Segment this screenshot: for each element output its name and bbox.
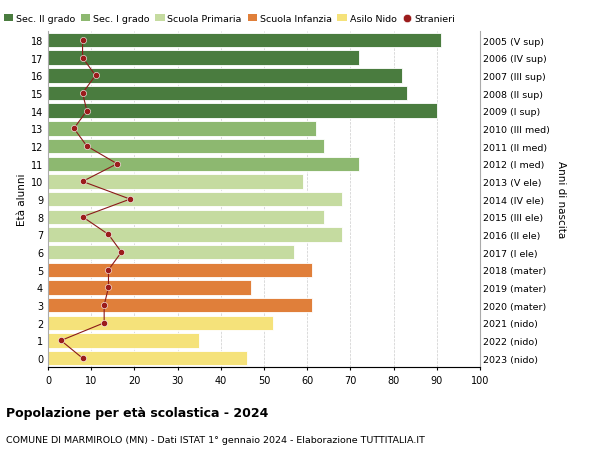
Y-axis label: Età alunni: Età alunni <box>17 174 26 226</box>
Bar <box>48 157 359 172</box>
Bar <box>48 298 311 313</box>
Bar <box>48 316 272 330</box>
Bar <box>48 69 402 84</box>
Bar <box>48 334 199 348</box>
Bar <box>48 192 342 207</box>
Text: Popolazione per età scolastica - 2024: Popolazione per età scolastica - 2024 <box>6 406 268 419</box>
Bar <box>48 122 316 136</box>
Bar <box>48 175 303 189</box>
Bar <box>48 210 325 224</box>
Bar <box>48 104 437 119</box>
Bar <box>48 228 342 242</box>
Bar <box>48 246 294 260</box>
Bar <box>48 51 359 66</box>
Bar <box>48 34 441 48</box>
Y-axis label: Anni di nascita: Anni di nascita <box>556 161 566 238</box>
Bar <box>48 263 311 277</box>
Bar <box>48 351 247 366</box>
Bar <box>48 87 407 101</box>
Bar <box>48 280 251 295</box>
Legend: Sec. II grado, Sec. I grado, Scuola Primaria, Scuola Infanzia, Asilo Nido, Stran: Sec. II grado, Sec. I grado, Scuola Prim… <box>4 15 455 24</box>
Bar <box>48 140 325 154</box>
Text: COMUNE DI MARMIROLO (MN) - Dati ISTAT 1° gennaio 2024 - Elaborazione TUTTITALIA.: COMUNE DI MARMIROLO (MN) - Dati ISTAT 1°… <box>6 435 425 444</box>
